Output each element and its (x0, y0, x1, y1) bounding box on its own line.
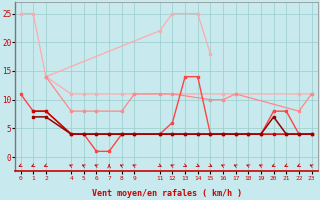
X-axis label: Vent moyen/en rafales ( km/h ): Vent moyen/en rafales ( km/h ) (92, 189, 242, 198)
